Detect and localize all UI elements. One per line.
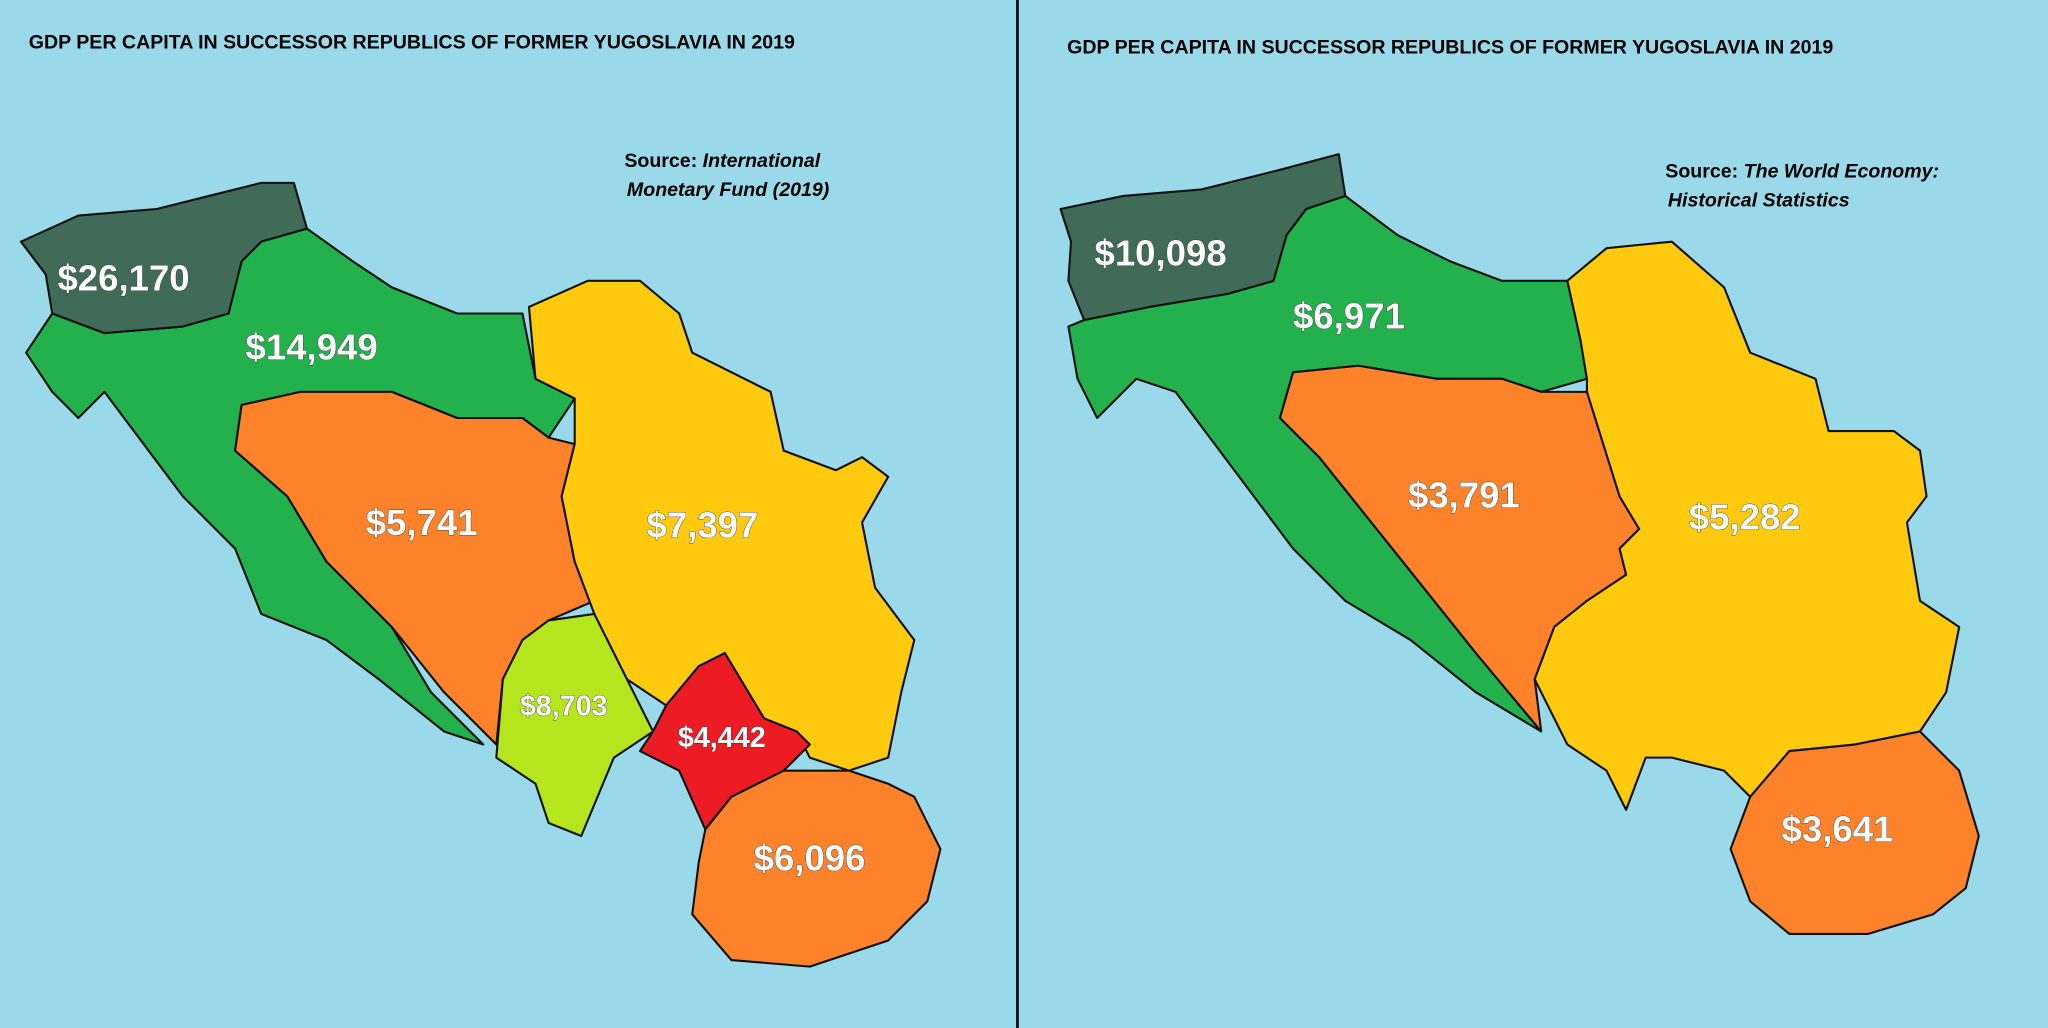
region-label: $6,096 (754, 837, 866, 878)
region-label: $10,098 (1095, 233, 1227, 274)
region-label: $26,170 (57, 257, 189, 298)
north-macedonia (1729, 730, 1980, 935)
north-macedonia (691, 769, 942, 968)
source-line: Historical Statistics (1668, 189, 1850, 211)
serbia (527, 279, 916, 772)
region-label: $5,282 (1689, 497, 1801, 538)
region-label: $8,703 (520, 691, 608, 723)
slovenia (1059, 153, 1347, 322)
source-line: The World Economy: (1744, 161, 1939, 183)
source: Source: International Monetary Fund (201… (624, 150, 829, 201)
region-label: $6,971 (1293, 295, 1405, 336)
source-prefix: Source: (624, 150, 697, 172)
source-line: Monetary Fund (2019) (627, 179, 829, 201)
source: Source: The World Economy: Historical St… (1665, 161, 1944, 212)
region-label: $3,791 (1408, 474, 1520, 515)
region-label: $14,949 (246, 327, 378, 368)
slovenia (19, 181, 308, 335)
bosnia (234, 390, 596, 746)
region-label: $4,442 (678, 722, 766, 754)
left-panel: GDP PER CAPITA IN SUCCESSOR REPUBLICS OF… (19, 31, 942, 968)
region-label: $5,741 (366, 502, 478, 543)
map-title: GDP PER CAPITA IN SUCCESSOR REPUBLICS OF… (29, 31, 795, 53)
map-title: GDP PER CAPITA IN SUCCESSOR REPUBLICS OF… (1067, 37, 1833, 59)
right-panel: GDP PER CAPITA IN SUCCESSOR REPUBLICS OF… (1059, 37, 1980, 935)
source-line: International (703, 150, 821, 172)
montenegro (495, 612, 655, 838)
source-prefix: Source: (1665, 161, 1738, 183)
region-label: $3,641 (1782, 809, 1894, 850)
region-label: $7,397 (647, 504, 759, 545)
